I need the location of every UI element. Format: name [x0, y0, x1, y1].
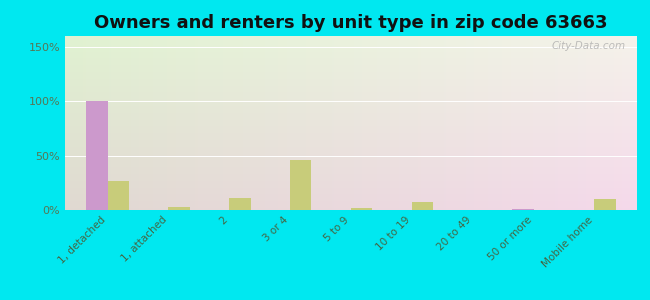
Bar — [108, 181, 129, 210]
Text: City-Data.com: City-Data.com — [551, 41, 625, 51]
Bar — [351, 208, 372, 210]
Bar — [229, 198, 251, 210]
Bar — [290, 160, 311, 210]
Bar — [512, 209, 534, 210]
Title: Owners and renters by unit type in zip code 63663: Owners and renters by unit type in zip c… — [94, 14, 608, 32]
Bar — [168, 207, 190, 210]
Bar — [86, 101, 108, 210]
Bar — [594, 199, 616, 210]
Bar — [412, 202, 433, 210]
